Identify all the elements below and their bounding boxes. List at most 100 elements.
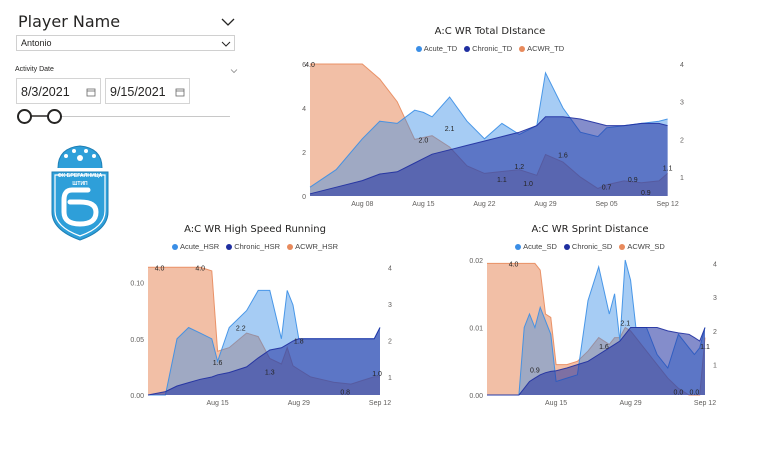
chart-legend: Acute_SD Chronic_SD ACWR_SD bbox=[455, 242, 725, 251]
legend-item[interactable]: ACWR_TD bbox=[519, 44, 564, 53]
series-line-Chronic_HSR bbox=[147, 327, 381, 396]
y-right-tick-label: 2 bbox=[713, 329, 717, 336]
y-right-tick-label: 2 bbox=[388, 338, 392, 345]
y-right-tick-label: 4 bbox=[388, 265, 392, 272]
legend-label: ACWR_HSR bbox=[295, 242, 338, 251]
date-slider-range bbox=[25, 115, 55, 117]
data-label: 0.7 bbox=[602, 185, 612, 192]
y-left-tick-label: 0.01 bbox=[469, 326, 483, 333]
y-right-tick-label: 1 bbox=[713, 363, 717, 370]
data-label: 4.0 bbox=[155, 265, 165, 272]
chart-plot[interactable]: 0 2 4 6 1 2 3 4 Aug 08 Aug 15 Aug 22 Aug 29 Sep 05 Se… bbox=[280, 24, 700, 214]
legend-label: Chronic_HSR bbox=[234, 242, 281, 251]
y-right-tick-label: 3 bbox=[713, 295, 717, 302]
chevron-down-icon[interactable] bbox=[220, 14, 236, 30]
y-right-tick-label: 3 bbox=[388, 302, 392, 309]
legend-dot-icon bbox=[563, 243, 570, 250]
x-tick-label: Aug 15 bbox=[207, 400, 229, 407]
y-left-tick-label: 0.10 bbox=[130, 281, 144, 288]
end-date-value: 9/15/2021 bbox=[110, 85, 166, 99]
x-tick-label: Aug 29 bbox=[619, 400, 641, 407]
club-logo: ФК БРЕГАЛНИЦА ШТИП bbox=[51, 145, 109, 241]
data-label: 2.2 bbox=[236, 326, 246, 333]
data-label: 0.0 bbox=[689, 390, 699, 397]
x-tick-label: Aug 29 bbox=[534, 201, 556, 208]
y-right-tick-label: 1 bbox=[388, 375, 392, 382]
player-dropdown[interactable]: Antonio bbox=[16, 35, 235, 51]
legend-dot-icon bbox=[464, 45, 471, 52]
x-tick-label: Sep 12 bbox=[369, 400, 391, 407]
chart-legend: Acute_HSR Chronic_HSR ACWR_HSR bbox=[110, 242, 400, 251]
legend-item[interactable]: Chronic_TD bbox=[464, 44, 512, 53]
legend-item[interactable]: Acute_HSR bbox=[172, 242, 219, 251]
date-slider-track[interactable] bbox=[18, 116, 230, 117]
chart-title: A:C WR Sprint Distance bbox=[531, 224, 649, 235]
legend-label: ACWR_SD bbox=[627, 242, 665, 251]
y-left-tick-label: 2 bbox=[302, 150, 306, 157]
data-label: 1.6 bbox=[558, 153, 568, 160]
legend-dot-icon bbox=[619, 243, 626, 250]
data-label: 1.0 bbox=[372, 371, 382, 378]
legend-dot-icon bbox=[515, 243, 522, 250]
data-label: 4.0 bbox=[195, 265, 205, 272]
legend-dot-icon bbox=[172, 243, 179, 250]
legend-item[interactable]: ACWR_HSR bbox=[287, 242, 338, 251]
legend-label: ACWR_TD bbox=[527, 44, 565, 53]
x-tick-label: Sep 12 bbox=[694, 400, 716, 407]
calendar-icon[interactable] bbox=[175, 87, 185, 97]
logo-text-bottom: ШТИП bbox=[72, 181, 88, 187]
series-area-Chronic_HSR bbox=[148, 327, 380, 395]
date-slider-start-handle[interactable] bbox=[17, 109, 32, 124]
chevron-down-icon[interactable] bbox=[230, 67, 238, 75]
y-left-tick-label: 0.00 bbox=[469, 393, 483, 400]
data-label: 1.6 bbox=[213, 360, 223, 367]
data-label: 0.9 bbox=[641, 190, 651, 197]
y-right-tick-label: 2 bbox=[680, 137, 684, 144]
legend-label: Acute_HSR bbox=[180, 242, 220, 251]
chart-title: A:C WR High Speed Running bbox=[184, 224, 326, 235]
chart-high-speed-running: A:C WR High Speed Running Acute_HSR Chro… bbox=[110, 222, 400, 410]
chart-plot[interactable]: 0.00 0.05 0.10 1 2 3 4 Aug 15 Aug 29 Sep 12 4.0 4.0… bbox=[110, 222, 400, 410]
data-label: 1.1 bbox=[700, 344, 710, 351]
legend-dot-icon bbox=[415, 45, 422, 52]
series-line-Chronic_SD bbox=[487, 327, 706, 396]
start-date-input[interactable]: 8/3/2021 bbox=[16, 78, 101, 104]
data-label: 1.2 bbox=[514, 164, 524, 171]
series-area-ACWR_HSR bbox=[148, 267, 380, 395]
legend-label: Acute_SD bbox=[523, 242, 557, 251]
player-name-title: Player Name bbox=[18, 12, 121, 31]
data-label: 1.0 bbox=[523, 181, 533, 188]
legend-label: Acute_TD bbox=[423, 44, 458, 53]
legend-item[interactable]: ACWR_SD bbox=[619, 242, 665, 251]
y-left-tick-label: 0.02 bbox=[469, 258, 483, 265]
y-left-tick-label: 0 bbox=[302, 194, 306, 201]
chart-plot[interactable]: 0.00 0.01 0.02 1 2 3 4 Aug 15 Aug 29 Sep 12 4.0 0.9… bbox=[455, 222, 725, 410]
legend-dot-icon bbox=[519, 45, 526, 52]
legend-item[interactable]: Chronic_SD bbox=[563, 242, 613, 251]
x-tick-label: Sep 12 bbox=[657, 201, 679, 208]
x-tick-label: Aug 22 bbox=[473, 201, 495, 208]
series-area-ACWR_TD bbox=[310, 64, 668, 196]
legend-item[interactable]: Acute_TD bbox=[415, 44, 458, 53]
legend-label: Chronic_TD bbox=[472, 44, 513, 53]
legend-item[interactable]: Acute_SD bbox=[515, 242, 557, 251]
data-label: 1.8 bbox=[294, 338, 304, 345]
x-tick-label: Aug 15 bbox=[545, 400, 567, 407]
data-label: 1.6 bbox=[599, 344, 609, 351]
y-right-tick-label: 3 bbox=[680, 100, 684, 107]
legend-label: Chronic_SD bbox=[571, 242, 613, 251]
data-label: 1.1 bbox=[497, 177, 507, 184]
data-label: 4.0 bbox=[509, 261, 519, 268]
end-date-input[interactable]: 9/15/2021 bbox=[105, 78, 190, 104]
data-label: 2.1 bbox=[445, 126, 455, 133]
y-left-tick-label: 0.00 bbox=[130, 393, 144, 400]
data-label: 2.1 bbox=[620, 320, 630, 327]
y-left-tick-label: 0.05 bbox=[130, 337, 144, 344]
legend-item[interactable]: Chronic_HSR bbox=[226, 242, 280, 251]
legend-dot-icon bbox=[226, 243, 233, 250]
chart-sprint-distance: A:C WR Sprint Distance Acute_SD Chronic_… bbox=[455, 222, 725, 410]
date-slider-end-handle[interactable] bbox=[47, 109, 62, 124]
logo-text-top: ФК БРЕГАЛНИЦА bbox=[58, 173, 103, 179]
chevron-down-icon bbox=[221, 41, 231, 47]
calendar-icon[interactable] bbox=[86, 87, 96, 97]
